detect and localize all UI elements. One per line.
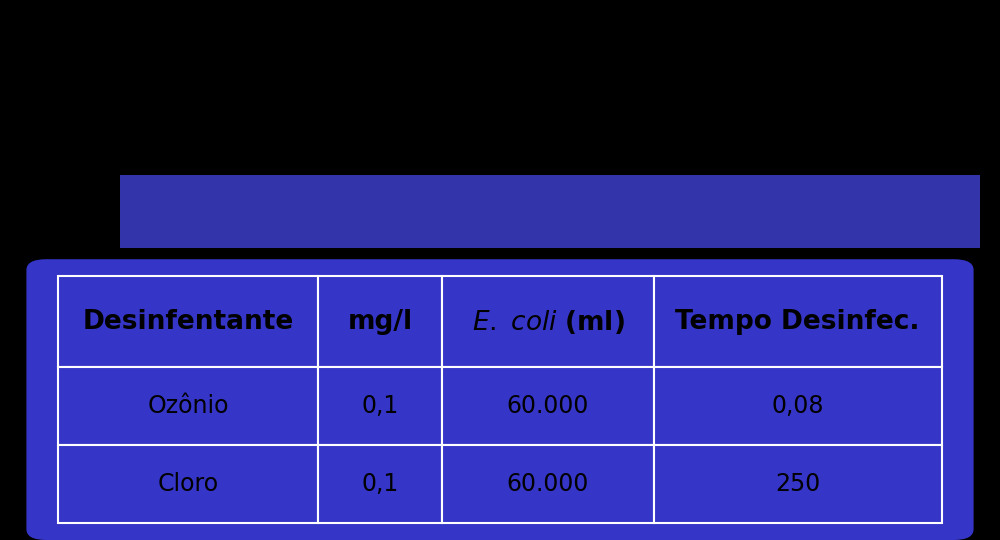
Text: $\mathbf{\it{E.\ coli}}$ $\mathbf{(ml)}$: $\mathbf{\it{E.\ coli}}$ $\mathbf{(ml)}$ [472,308,624,336]
Bar [120,174,980,248]
